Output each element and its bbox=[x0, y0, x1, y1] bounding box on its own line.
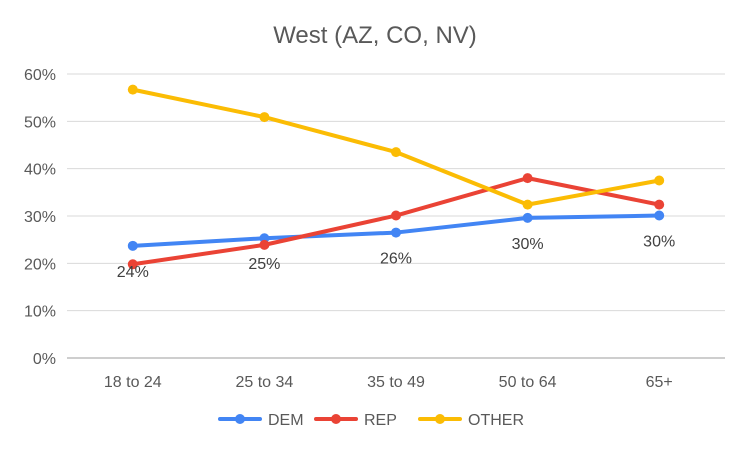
data-point-rep[interactable] bbox=[654, 199, 665, 210]
legend-label: REP bbox=[364, 412, 397, 429]
data-point-dem[interactable] bbox=[654, 210, 665, 221]
legend-swatch-marker bbox=[435, 414, 445, 424]
data-label-dem: 24% bbox=[117, 264, 149, 281]
data-point-other[interactable] bbox=[259, 112, 270, 123]
data-label-dem: 25% bbox=[248, 256, 280, 273]
series-points bbox=[127, 84, 665, 270]
data-point-other[interactable] bbox=[391, 147, 401, 158]
legend[interactable]: DEM REP OTHER bbox=[218, 412, 524, 429]
x-tick-label: 18 to 24 bbox=[104, 374, 162, 391]
legend-label: DEM bbox=[268, 412, 304, 429]
y-tick-label: 50% bbox=[24, 114, 56, 131]
series-lines bbox=[130, 87, 662, 267]
data-point-dem[interactable] bbox=[127, 240, 138, 251]
data-labels: 24% 25% 26% 30% 30% bbox=[117, 234, 675, 281]
legend-swatch-marker bbox=[235, 414, 245, 424]
chart-title: West (AZ, CO, NV) bbox=[273, 22, 477, 49]
data-point-rep[interactable] bbox=[127, 259, 138, 270]
x-tick-label: 25 to 34 bbox=[235, 374, 293, 391]
data-point-rep[interactable] bbox=[259, 239, 270, 250]
data-label-dem: 30% bbox=[643, 234, 675, 251]
x-tick-label: 65+ bbox=[646, 374, 673, 391]
x-tick-label: 50 to 64 bbox=[499, 374, 557, 391]
y-tick-label: 0% bbox=[33, 351, 56, 368]
legend-label: OTHER bbox=[468, 412, 524, 429]
data-point-other[interactable] bbox=[522, 199, 533, 210]
y-tick-label: 30% bbox=[24, 209, 56, 226]
gridlines bbox=[67, 73, 725, 359]
x-axis-ticks: 18 to 24 25 to 34 35 to 49 50 to 64 65+ bbox=[104, 374, 673, 391]
y-tick-label: 20% bbox=[24, 256, 56, 273]
data-point-dem[interactable] bbox=[391, 227, 401, 238]
legend-swatch-marker bbox=[331, 414, 341, 424]
data-point-other[interactable] bbox=[127, 84, 138, 95]
y-tick-label: 10% bbox=[24, 304, 56, 321]
legend-item-dem[interactable]: DEM bbox=[218, 412, 304, 429]
data-point-rep[interactable] bbox=[522, 173, 533, 184]
legend-item-rep[interactable]: REP bbox=[314, 412, 397, 429]
data-label-dem: 26% bbox=[380, 251, 412, 268]
data-label-dem: 30% bbox=[512, 236, 544, 253]
legend-item-other[interactable]: OTHER bbox=[418, 412, 524, 429]
data-point-dem[interactable] bbox=[522, 212, 533, 223]
y-tick-label: 60% bbox=[24, 67, 56, 84]
y-axis-ticks: 0% 10% 20% 30% 40% 50% 60% bbox=[24, 67, 56, 368]
x-tick-label: 35 to 49 bbox=[367, 374, 425, 391]
y-tick-label: 40% bbox=[24, 162, 56, 179]
data-point-other[interactable] bbox=[654, 175, 665, 186]
data-point-rep[interactable] bbox=[391, 210, 401, 221]
